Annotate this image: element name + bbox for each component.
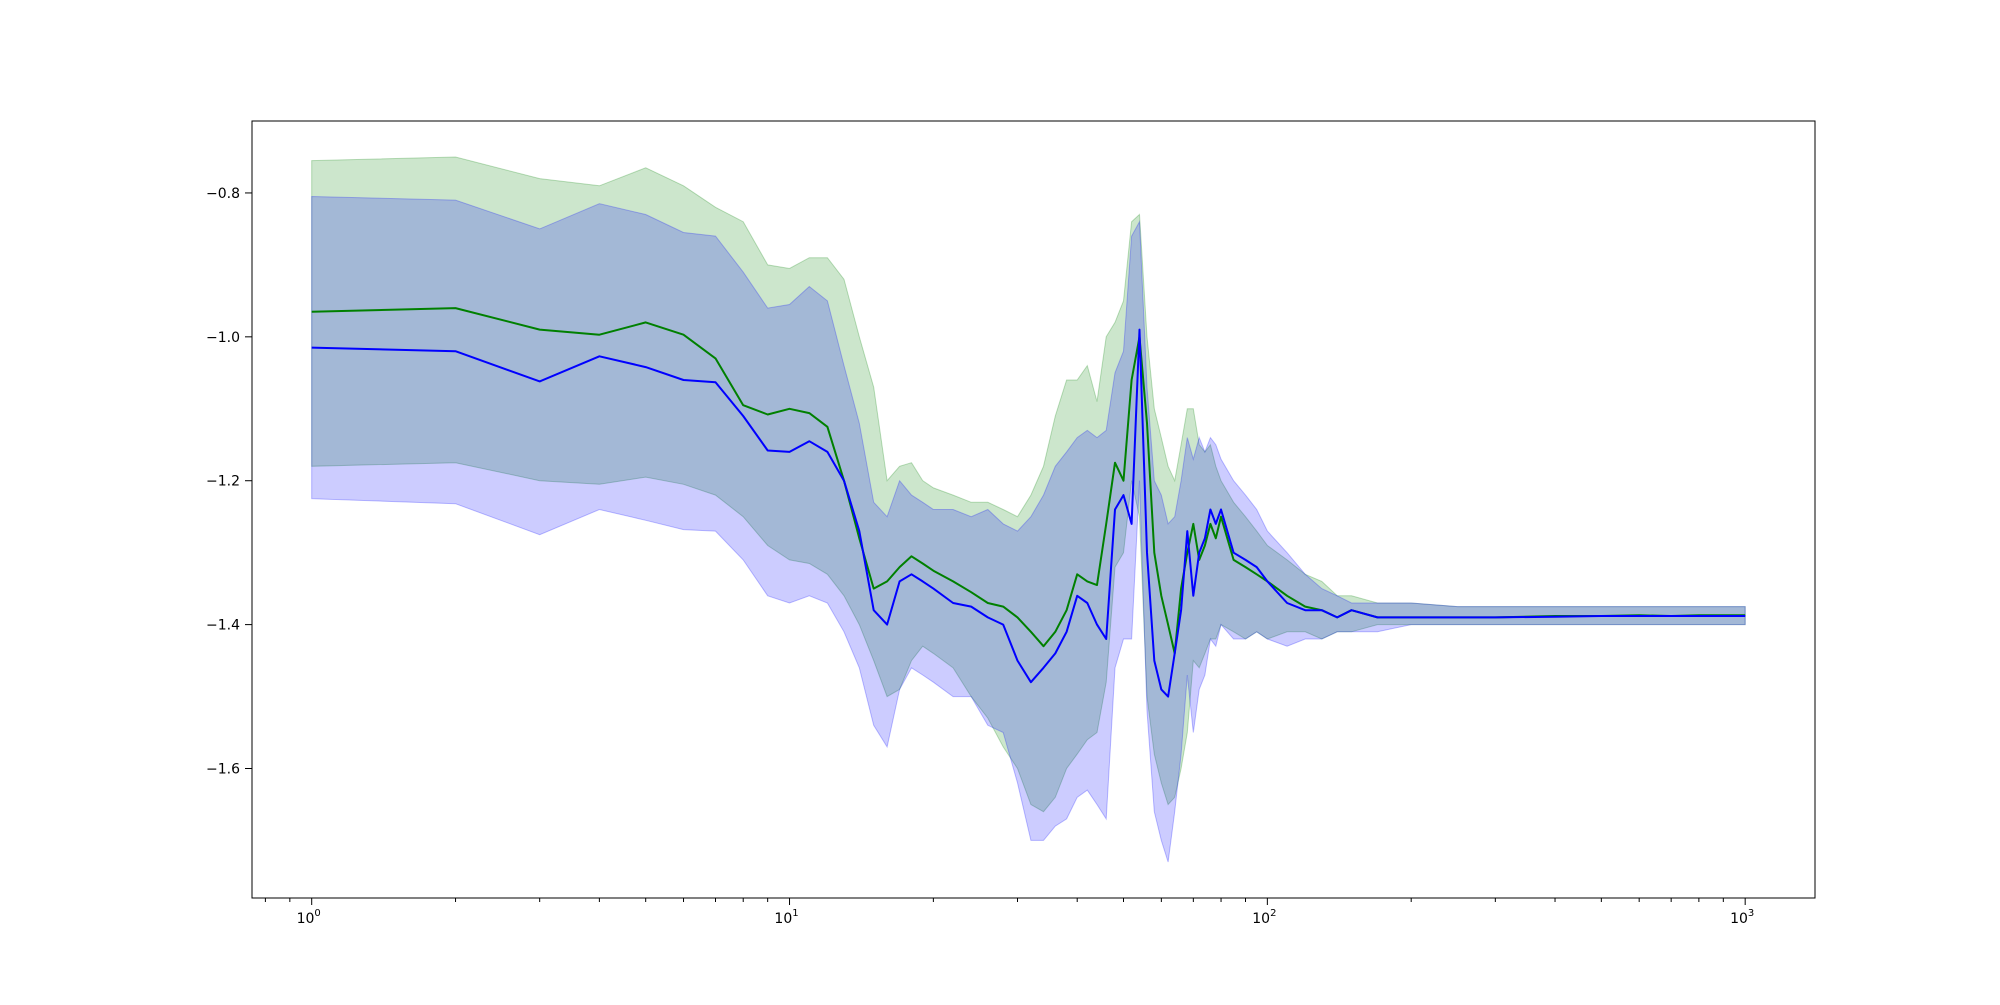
x-tick-label: 103 [1730, 908, 1754, 927]
x-tick-label: 101 [774, 908, 798, 927]
series-2-band [311, 195, 1746, 863]
plot-area-frame [251, 120, 1816, 899]
y-tick-label: −1.0 [206, 330, 240, 346]
y-tick-label: −1.6 [206, 762, 240, 778]
x-axis: 100 101 102 103 [264, 898, 1754, 927]
y-tick-label: −0.8 [206, 186, 240, 202]
series-2-line [311, 328, 1746, 698]
confidence-bands [311, 156, 1746, 863]
y-tick-label: −1.4 [206, 618, 240, 634]
x-tick-label: 102 [1252, 908, 1276, 927]
series-lines [311, 307, 1746, 698]
y-axis: −0.8 −1.0 −1.2 −1.4 −1.6 [206, 186, 252, 778]
y-tick-label: −1.2 [206, 474, 240, 490]
x-tick-label: 100 [297, 908, 321, 927]
series-1-band [311, 156, 1746, 813]
